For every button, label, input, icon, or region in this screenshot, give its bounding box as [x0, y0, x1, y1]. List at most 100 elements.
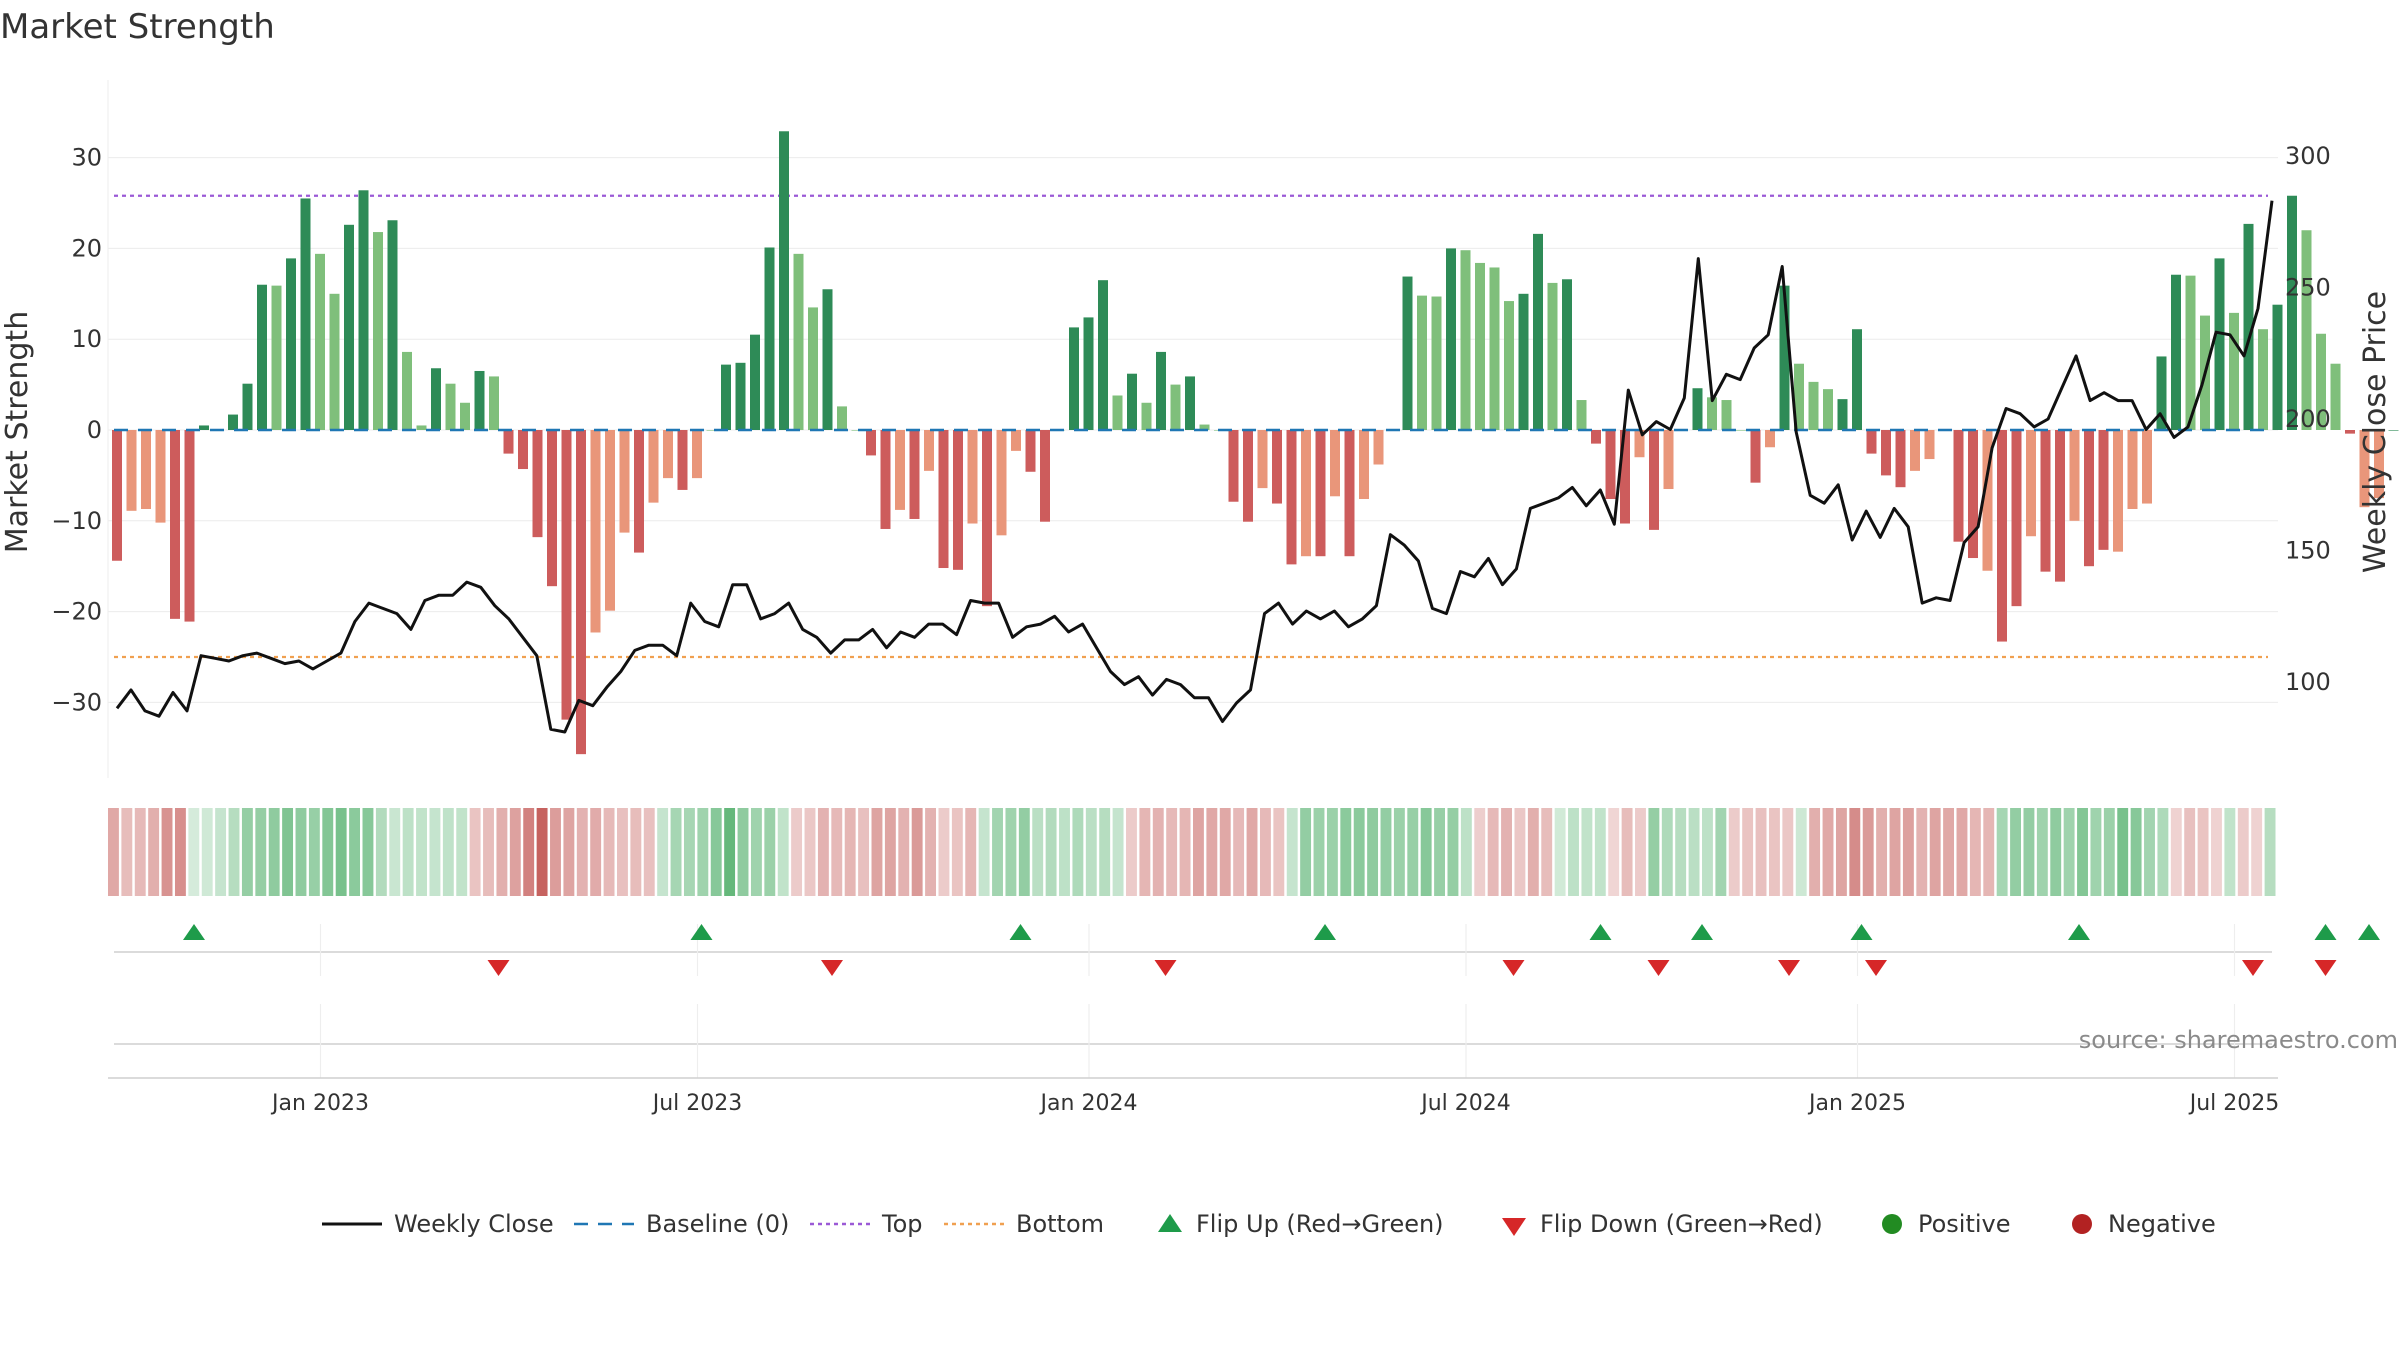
strength-bar: [141, 430, 151, 509]
strength-bar: [1025, 430, 1036, 472]
strength-bar: [2156, 356, 2167, 430]
strength-bar: [967, 430, 978, 524]
heat-cell: [2157, 808, 2169, 896]
heat-cell: [858, 808, 870, 896]
strength-bar: [1823, 389, 1833, 430]
heat-cell: [1045, 808, 1057, 896]
heat-cell: [724, 808, 736, 896]
heat-cell: [389, 808, 401, 896]
strength-bar: [1431, 296, 1442, 430]
heat-cell: [1809, 808, 1821, 896]
y-axis-label: Market Strength: [0, 311, 35, 553]
flip-down-marker: [2314, 960, 2337, 976]
legend-item: Negative: [2072, 1210, 2216, 1238]
strength-heat-strip: [108, 808, 2276, 896]
strength-bar: [199, 425, 209, 430]
heat-cell: [2063, 808, 2075, 896]
heat-cell: [255, 808, 267, 896]
strength-bar: [721, 364, 731, 430]
flip-up-marker: [183, 924, 205, 940]
heat-cell: [1621, 808, 1633, 896]
heat-cell: [308, 808, 320, 896]
heat-cell: [710, 808, 722, 896]
strength-bar: [953, 430, 963, 570]
heat-cell: [2144, 808, 2155, 896]
heat-cell: [1367, 808, 1379, 896]
heat-cell: [282, 808, 294, 896]
heat-cell: [1929, 808, 1941, 896]
heat-cell: [416, 808, 427, 896]
strength-bar: [1199, 424, 1210, 430]
strength-bar: [228, 414, 238, 430]
heat-cell: [992, 808, 1003, 896]
source-label: source: sharemaestro.com: [2079, 1026, 2398, 1054]
strength-bar: [1765, 430, 1775, 448]
heat-cell: [563, 808, 575, 896]
strength-bar: [1997, 430, 2007, 642]
strength-bar: [1634, 430, 1645, 458]
heat-cell: [1353, 808, 1365, 896]
heat-cell: [697, 808, 709, 896]
flip-down-marker: [2242, 960, 2264, 976]
strength-bar: [489, 376, 499, 430]
heat-cell: [161, 808, 173, 896]
flip-down-marker: [1865, 960, 1887, 976]
strength-bar: [880, 430, 891, 529]
heat-cell: [965, 808, 977, 896]
legend-label: Negative: [2108, 1210, 2216, 1238]
strength-bar: [982, 430, 992, 607]
strength-bar: [2171, 274, 2181, 430]
strength-bar: [1402, 276, 1413, 430]
heat-cell: [1768, 808, 1780, 896]
heat-cell: [1983, 808, 1995, 896]
heat-cell: [1862, 808, 1874, 896]
strength-bar: [663, 430, 673, 479]
strength-bar: [750, 334, 760, 430]
strength-bar: [1475, 262, 1485, 430]
y-tick-label: −10: [51, 507, 102, 535]
heat-cell: [898, 808, 910, 896]
heat-cell: [1675, 808, 1687, 896]
heat-cell: [911, 808, 923, 896]
heat-cell: [442, 808, 454, 896]
heat-cell: [496, 808, 508, 896]
heat-cell: [1139, 808, 1151, 896]
flip-up-marker: [1009, 924, 1032, 940]
heat-cell: [349, 808, 361, 896]
strength-bar: [300, 198, 311, 430]
strength-bar: [1663, 430, 1674, 490]
heat-cell: [683, 808, 695, 896]
strength-bar: [242, 383, 253, 430]
heat-cell: [737, 808, 749, 896]
flip-up-marker: [1589, 924, 1612, 940]
strength-bar: [2330, 363, 2341, 430]
heat-cell: [1219, 808, 1231, 896]
heat-cell: [1286, 808, 1298, 896]
y-axis-ticks: −30 −20 −10 0 10 20 30: [51, 144, 102, 717]
heat-cell: [1018, 808, 1030, 896]
strength-bar: [402, 351, 412, 430]
heat-cell: [1487, 808, 1499, 896]
heat-cell: [1474, 808, 1486, 896]
heat-cell: [148, 808, 160, 896]
strength-bar: [1707, 397, 1717, 430]
heat-cell: [1541, 808, 1553, 896]
y-tick-label: 30: [71, 144, 102, 172]
strength-bar: [590, 430, 601, 633]
heat-cell: [2117, 808, 2129, 896]
heat-cell: [764, 808, 776, 896]
x-tick-label: Jul 2024: [1419, 1091, 1511, 1116]
strength-bar: [576, 430, 586, 755]
heat-cell: [2023, 808, 2035, 896]
strength-bar: [866, 430, 876, 456]
heat-cell: [2170, 808, 2182, 896]
strength-bar: [1808, 381, 1819, 430]
y-tick-label: −30: [51, 688, 102, 716]
heat-cell: [1996, 808, 2008, 896]
strength-bar: [1417, 295, 1427, 430]
heat-cell: [1447, 808, 1459, 896]
strength-bar: [1127, 373, 1137, 430]
heat-cell: [1782, 808, 1794, 896]
strength-bar: [822, 289, 833, 430]
strength-bar: [1069, 327, 1079, 430]
